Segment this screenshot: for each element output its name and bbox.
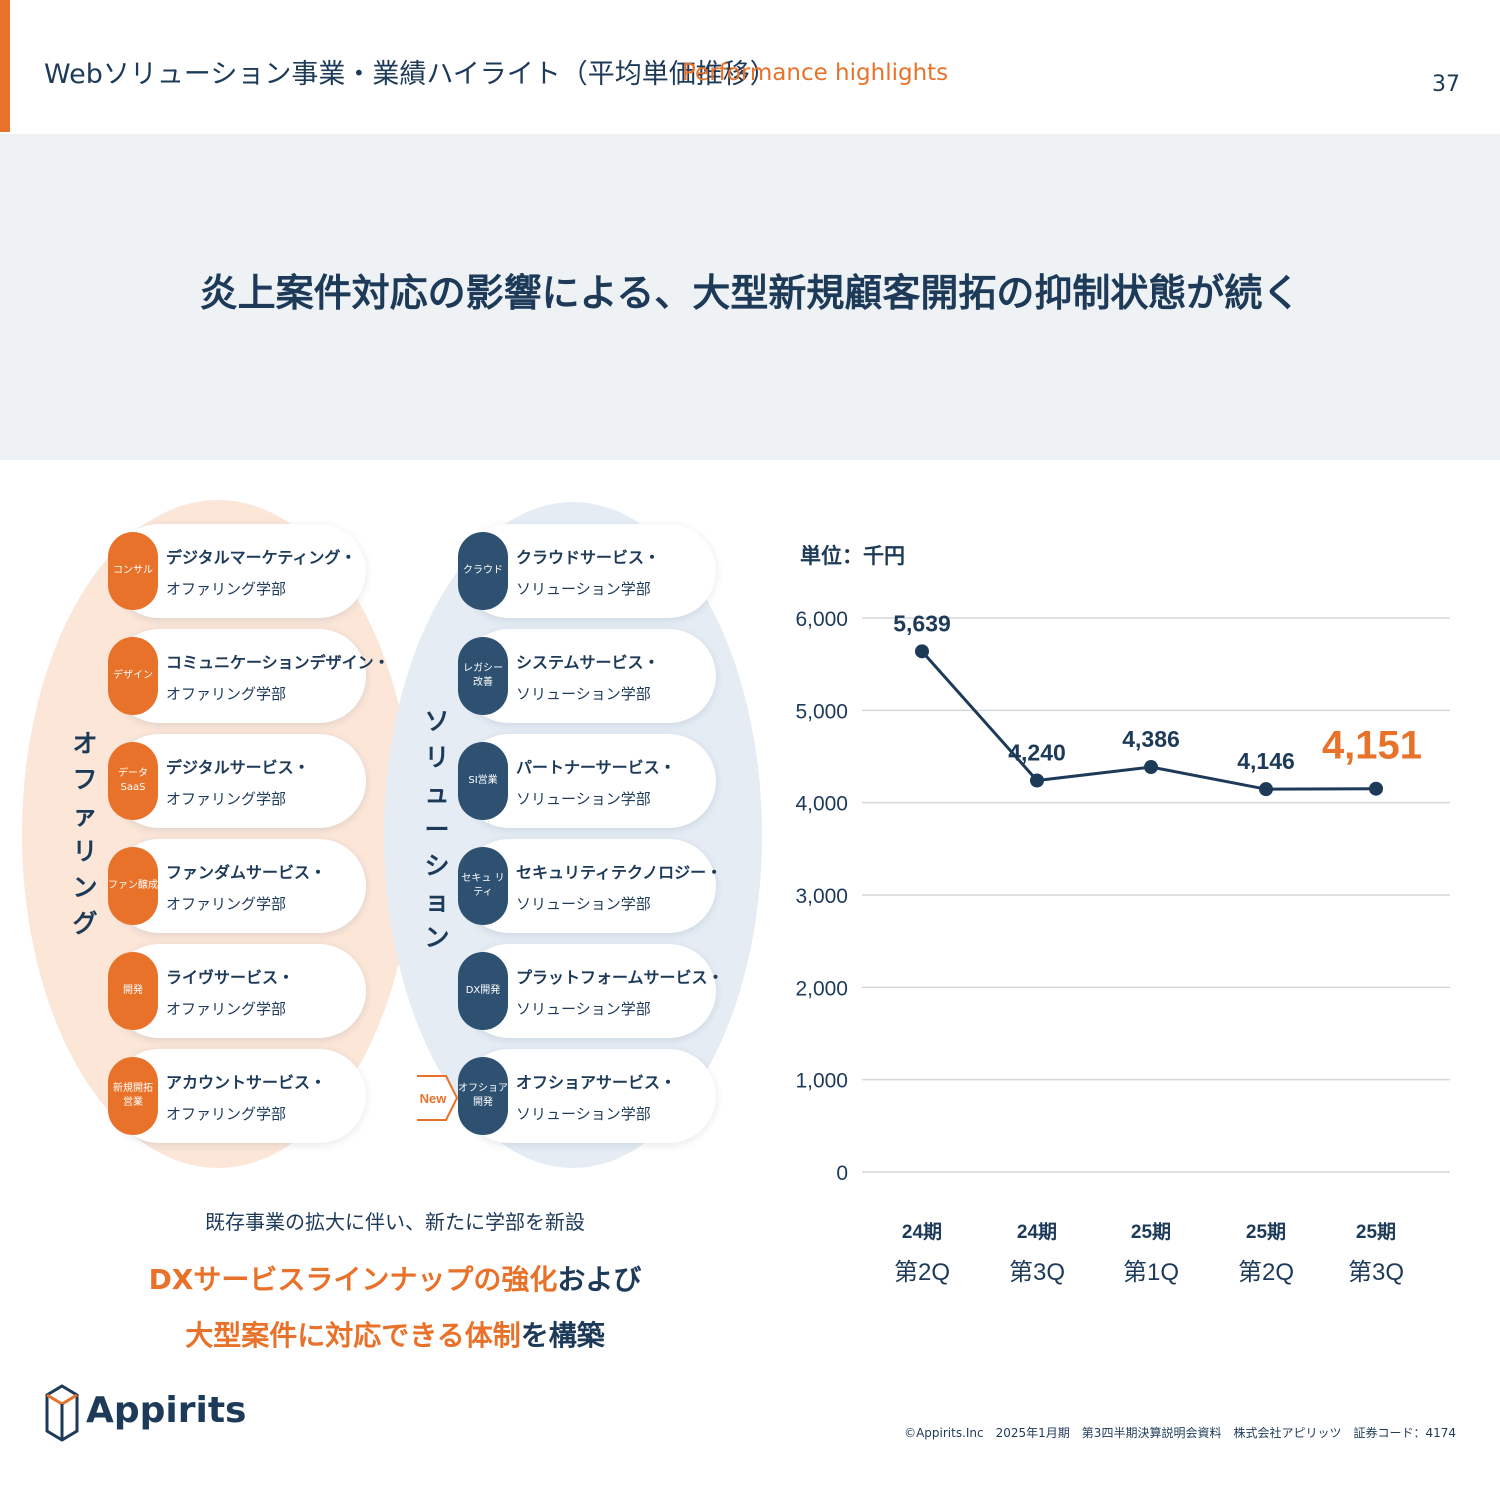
new-badge-label: New xyxy=(420,1091,448,1106)
appirits-logo-icon xyxy=(45,1384,79,1442)
solution-badge: セキュ リティ xyxy=(458,847,508,925)
note-line-2-emphasis: DXサービスラインナップの強化 xyxy=(148,1263,558,1296)
offering-card-dept: オファリング学部 xyxy=(166,790,287,808)
line-chart: 0 1,000 2,000 3,000 4,000 5,000 6,000 5,639 4,24… xyxy=(795,608,1450,1286)
offering-label: オファリング xyxy=(72,729,98,938)
data-label: 4,240 xyxy=(1008,740,1066,766)
solution-card-dept: ソリューション学部 xyxy=(516,1105,651,1123)
solution-card-title: オフショアサービス・ xyxy=(516,1073,677,1092)
offering-card-title: コミュニケーションデザイン・ xyxy=(166,653,390,672)
data-point xyxy=(1369,781,1383,796)
offering-badge: コンサル xyxy=(108,532,158,610)
note-line-2-rest: および xyxy=(557,1263,642,1296)
solution-card: セキュ リティ セキュリティテクノロジー・ ソリューション学部 xyxy=(458,839,722,933)
y-tick-label: 6,000 xyxy=(795,608,848,631)
offering-card-dept: オファリング学部 xyxy=(166,685,287,703)
offering-card-dept: オファリング学部 xyxy=(166,1000,287,1018)
chart-unit-label: 単位：千円 xyxy=(800,544,905,568)
offering-card: データ SaaS デジタルサービス・ オファリング学部 xyxy=(108,734,366,828)
x-tick-label-quarter: 第2Q xyxy=(1238,1259,1294,1286)
y-tick-label: 0 xyxy=(836,1162,848,1185)
offering-card-title: ライヴサービス・ xyxy=(166,968,295,987)
solution-card: クラウド クラウドサービス・ ソリューション学部 xyxy=(458,524,716,618)
x-tick-label-period: 24期 xyxy=(902,1221,942,1243)
solution-card-dept: ソリューション学部 xyxy=(516,790,651,808)
solution-card: レガシー 改善 システムサービス・ ソリューション学部 xyxy=(458,629,716,723)
data-point xyxy=(1144,760,1158,775)
offering-card-title: アカウントサービス・ xyxy=(166,1073,327,1092)
solution-card-dept: ソリューション学部 xyxy=(516,580,651,598)
offering-badge: 新規開拓 営業 xyxy=(108,1057,158,1135)
data-point xyxy=(915,644,929,659)
note-line-3-emphasis: 大型案件に対応できる体制 xyxy=(185,1319,521,1352)
headline-band xyxy=(0,134,1500,460)
page-title: Webソリューション事業・業績ハイライト（平均単価推移） xyxy=(44,59,777,90)
solution-badge: SI営業 xyxy=(458,742,508,820)
note-line-3-rest: を構築 xyxy=(520,1319,605,1352)
solution-card-title: クラウドサービス・ xyxy=(516,548,661,567)
solution-card-dept: ソリューション学部 xyxy=(516,685,651,703)
solution-badge: クラウド xyxy=(458,532,508,610)
offering-badge: デザイン xyxy=(108,637,158,715)
note-line-2: DXサービスラインナップの強化および xyxy=(0,1258,790,1298)
note-line-1: 既存事業の拡大に伴い、新たに学部を新設 xyxy=(205,1210,585,1234)
data-label: 4,386 xyxy=(1122,726,1180,752)
offering-card-title: ファンダムサービス・ xyxy=(166,863,327,882)
data-label: 5,639 xyxy=(893,610,951,636)
footer-text: ©Appirits.Inc 2025年1月期 第3四半期決算説明会資料 株式会社… xyxy=(904,1426,1456,1440)
solution-card-title: パートナーサービス・ xyxy=(516,758,676,777)
x-tick-label-period: 24期 xyxy=(1017,1221,1057,1243)
header-accent-bar xyxy=(0,0,10,132)
offering-card: コンサル デジタルマーケティング・ オファリング学部 xyxy=(108,524,366,618)
solution-badge: DX開発 xyxy=(458,952,508,1030)
solution-card-title: セキュリティテクノロジー・ xyxy=(516,863,723,882)
data-point xyxy=(1030,773,1044,788)
x-tick-label-period: 25期 xyxy=(1131,1221,1171,1243)
x-tick-label-period: 25期 xyxy=(1356,1221,1396,1243)
headline: 炎上案件対応の影響による、大型新規顧客開拓の抑制状態が続く xyxy=(199,271,1301,315)
offering-card: 新規開拓 営業 アカウントサービス・ オファリング学部 xyxy=(108,1049,366,1143)
offering-card-title: デジタルマーケティング・ xyxy=(166,548,357,567)
y-tick-label: 5,000 xyxy=(795,700,848,723)
note-line-3: 大型案件に対応できる体制を構築 xyxy=(0,1314,790,1354)
x-tick-label-quarter: 第2Q xyxy=(894,1259,950,1286)
offering-card: 開発 ライヴサービス・ オファリング学部 xyxy=(108,944,366,1038)
offering-badge: ファン醸成 xyxy=(108,847,158,925)
solution-card: SI営業 パートナーサービス・ ソリューション学部 xyxy=(458,734,716,828)
solution-label: ソリューション xyxy=(424,707,450,952)
y-tick-label: 2,000 xyxy=(795,977,848,1000)
y-tick-label: 4,000 xyxy=(795,793,848,816)
offering-badge: 開発 xyxy=(108,952,158,1030)
data-label: 4,146 xyxy=(1237,748,1295,774)
y-tick-label: 3,000 xyxy=(795,885,848,908)
solution-card-dept: ソリューション学部 xyxy=(516,895,651,913)
new-badge: New xyxy=(417,1075,459,1121)
offering-card-dept: オファリング学部 xyxy=(166,580,287,598)
offering-card: ファン醸成 ファンダムサービス・ オファリング学部 xyxy=(108,839,366,933)
offering-card-dept: オファリング学部 xyxy=(166,895,287,913)
x-tick-label-quarter: 第3Q xyxy=(1009,1259,1065,1286)
x-tick-label-quarter: 第3Q xyxy=(1348,1259,1404,1286)
offering-badge: データ SaaS xyxy=(108,742,158,820)
solution-card-title: プラットフォームサービス・ xyxy=(516,968,724,987)
offering-card-dept: オファリング学部 xyxy=(166,1105,287,1123)
page-number: 37 xyxy=(1432,72,1460,97)
x-tick-label-period: 25期 xyxy=(1246,1221,1286,1243)
solution-card-dept: ソリューション学部 xyxy=(516,1000,651,1018)
data-label: 4,151 xyxy=(1322,724,1422,768)
logo-text: Appirits xyxy=(86,1390,247,1431)
offering-card: デザイン コミュニケーションデザイン・ オファリング学部 xyxy=(108,629,390,723)
x-tick-label-quarter: 第1Q xyxy=(1123,1259,1179,1286)
solution-card-title: システムサービス・ xyxy=(516,653,660,672)
data-point xyxy=(1259,782,1273,797)
solution-badge: オフショア 開発 xyxy=(458,1057,508,1135)
solution-card: DX開発 プラットフォームサービス・ ソリューション学部 xyxy=(458,944,724,1038)
solution-badge: レガシー 改善 xyxy=(458,637,508,715)
y-tick-label: 1,000 xyxy=(795,1070,848,1093)
page-subtitle: Performance highlights xyxy=(682,60,949,86)
solution-card: オフショア 開発 オフショアサービス・ ソリューション学部 xyxy=(458,1049,716,1143)
offering-card-title: デジタルサービス・ xyxy=(166,758,310,777)
